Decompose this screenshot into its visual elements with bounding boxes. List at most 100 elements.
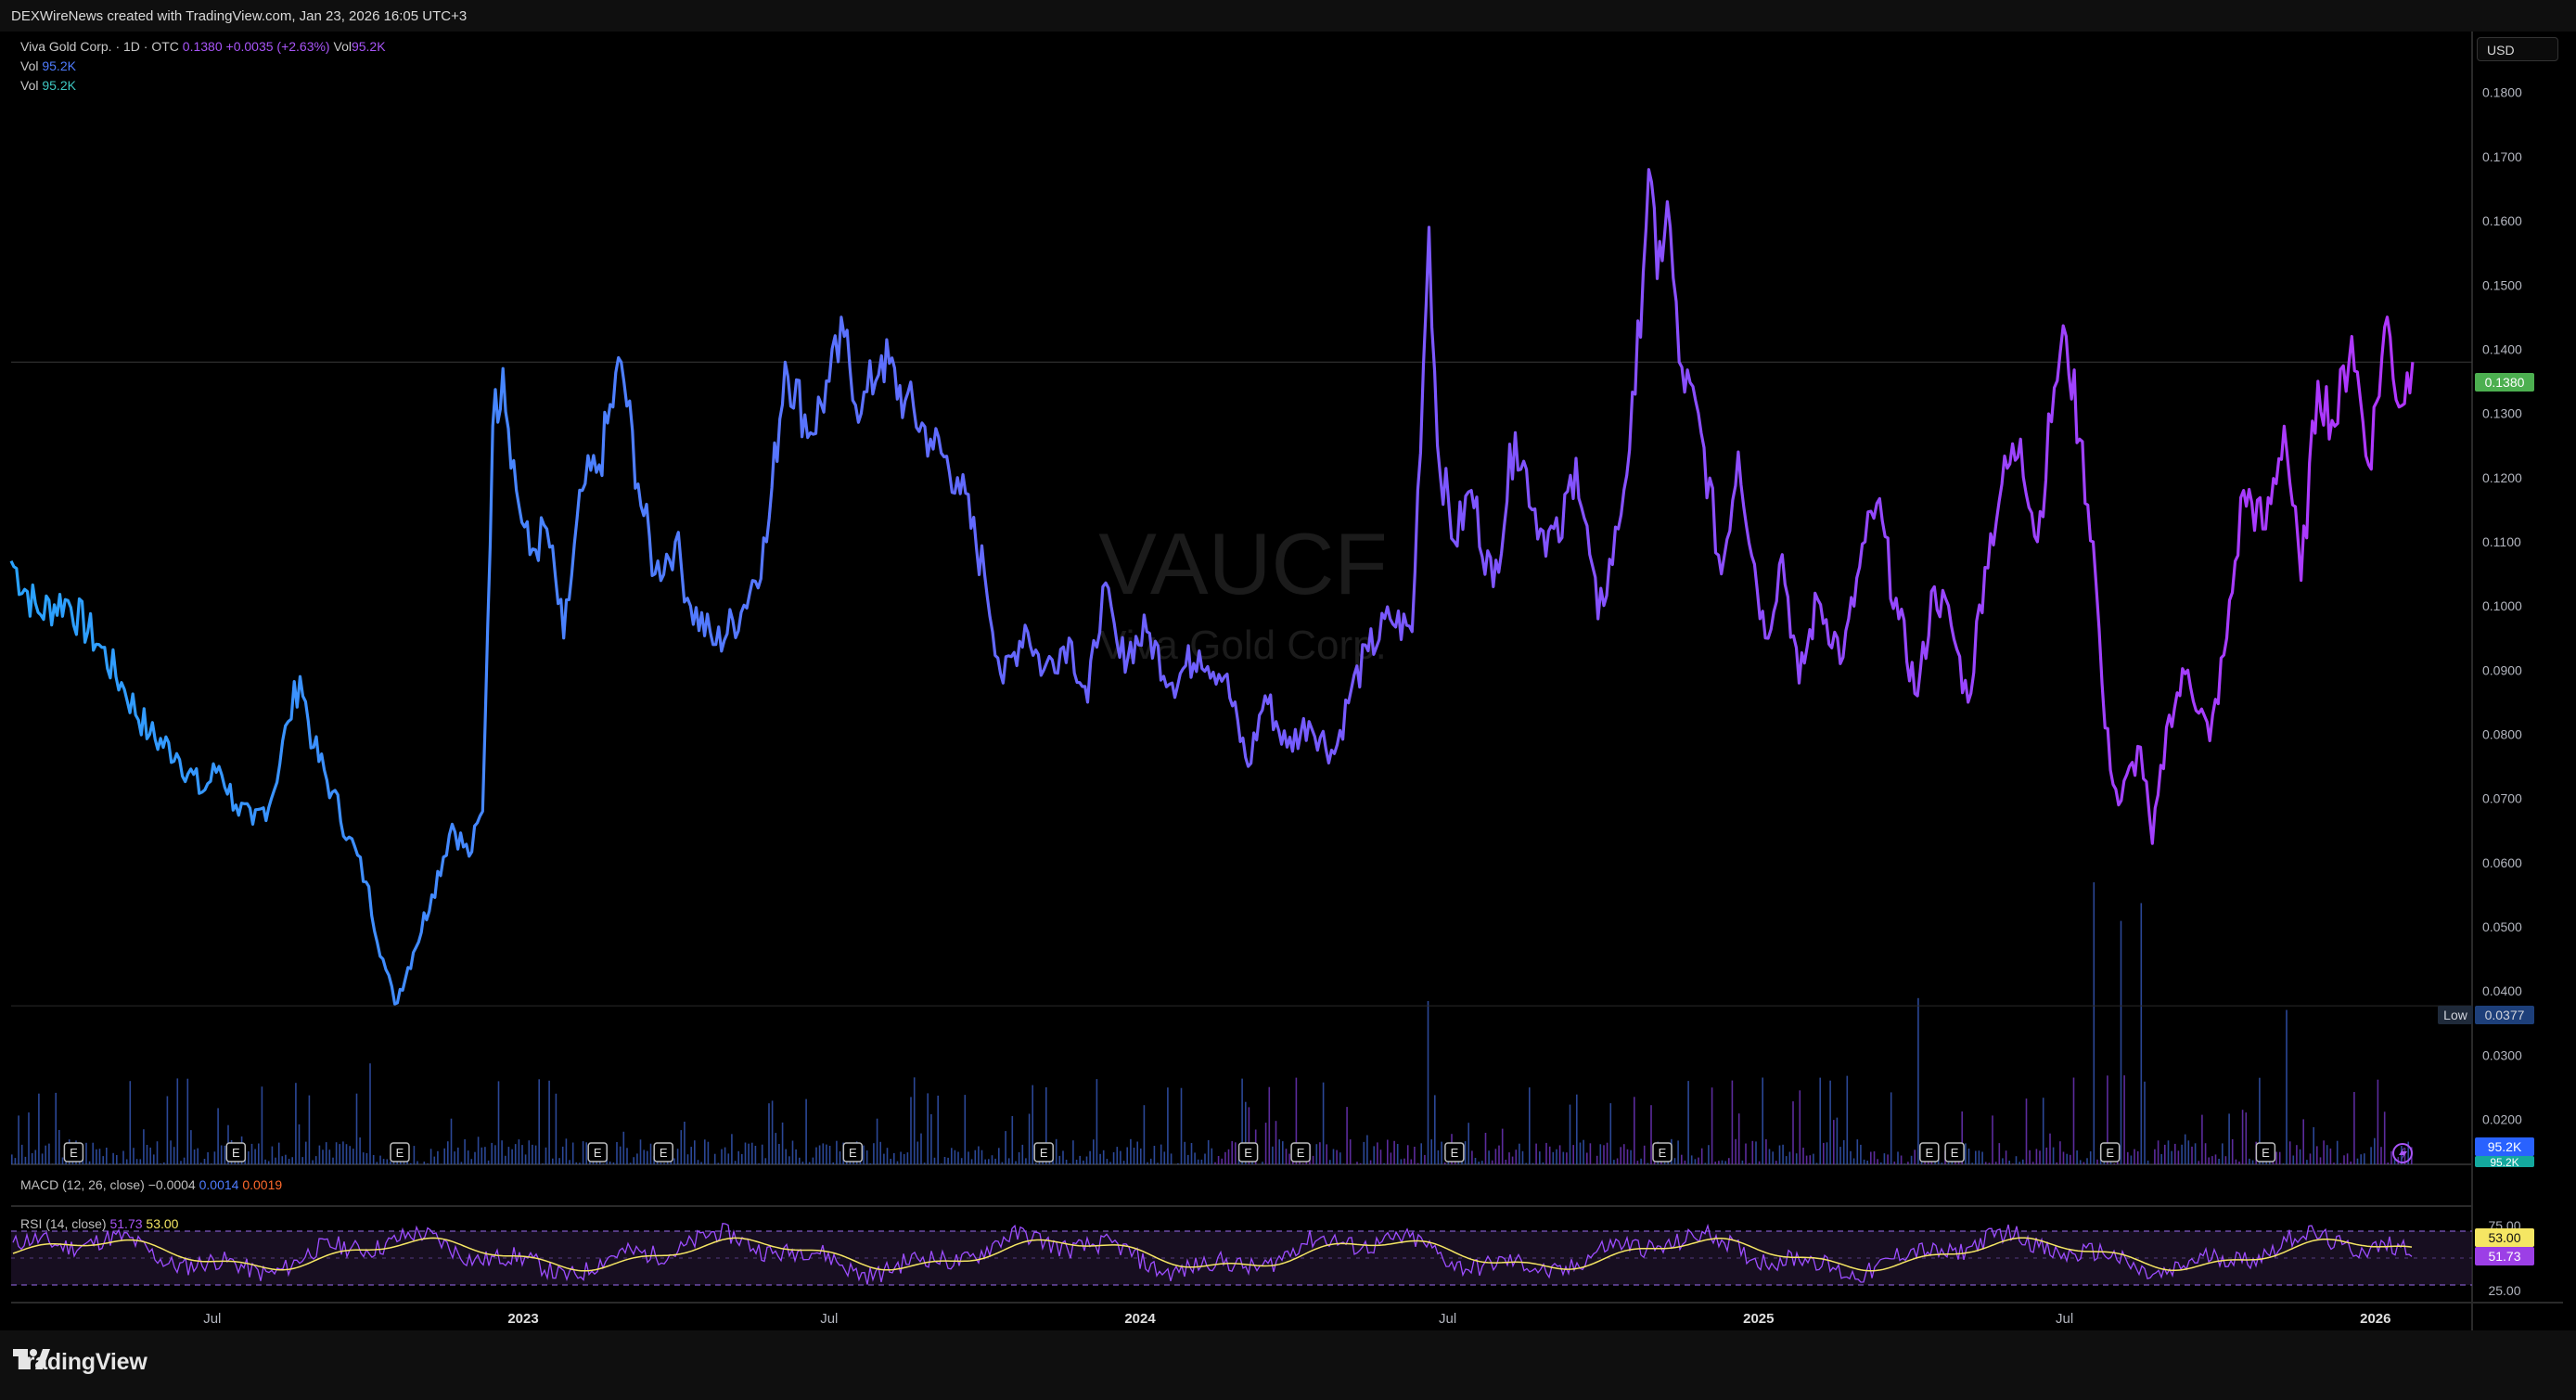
volume-bar (1089, 1150, 1091, 1164)
currency-selector[interactable]: USD (2477, 37, 2558, 61)
volume-bar (1414, 1147, 1416, 1164)
volume-bar (626, 1148, 628, 1164)
volume-bar (1001, 1162, 1004, 1164)
earnings-marker[interactable]: E (1444, 1142, 1465, 1162)
volume-bar (106, 1148, 108, 1164)
volume-bar (518, 1139, 520, 1164)
volume-bar (2292, 1155, 2295, 1164)
earnings-marker[interactable]: E (1237, 1142, 1259, 1162)
volume-bar (771, 1100, 774, 1164)
volume-bar (2259, 1077, 2261, 1164)
price-line[interactable] (9, 168, 2415, 1006)
volume-bar (2204, 1143, 2207, 1164)
rsi-legend[interactable]: RSI (14, close) 51.73 53.00 (20, 1216, 178, 1231)
vol-legend-1[interactable]: Vol 95.2K (20, 58, 76, 73)
volume-bar (481, 1147, 483, 1164)
earnings-marker[interactable]: E (1919, 1142, 1940, 1162)
volume-bar (369, 1063, 371, 1164)
vol-legend-2[interactable]: Vol 95.2K (20, 78, 76, 93)
volume-bar (555, 1093, 557, 1164)
volume-bar (1694, 1159, 1697, 1164)
volume-bar (454, 1151, 455, 1164)
volume-bar (1498, 1145, 1500, 1164)
volume-bar (1815, 1162, 1818, 1164)
earnings-marker[interactable]: E (2099, 1142, 2121, 1162)
lightning-icon[interactable] (2392, 1143, 2413, 1163)
volume-bar (1714, 1162, 1716, 1164)
volume-bar (1813, 1153, 1814, 1164)
volume-bar (507, 1147, 510, 1164)
volume-bar (1329, 1160, 1331, 1164)
earnings-marker-label: E (2262, 1146, 2270, 1160)
volume-bar (2022, 1159, 2024, 1164)
volume-bar (1441, 1141, 1442, 1164)
volume-bar (1424, 1154, 1426, 1164)
earnings-marker[interactable]: E (842, 1142, 864, 1162)
volume-bar (1698, 1157, 1699, 1164)
volume-bar (2326, 1145, 2328, 1164)
earnings-marker[interactable]: E (587, 1142, 608, 1162)
volume-bar (2083, 1162, 2085, 1164)
earnings-marker[interactable]: E (63, 1142, 84, 1162)
volume-bar (2356, 1158, 2359, 1164)
macd-signal: 0.0014 (199, 1177, 239, 1192)
volume-bar (775, 1133, 777, 1164)
earnings-marker[interactable]: E (653, 1142, 673, 1162)
volume-bar (801, 1162, 804, 1164)
volume-bar (2062, 1151, 2065, 1164)
low-label-badge (2438, 1006, 2473, 1024)
volume-bar (386, 1159, 389, 1164)
volume-bar (2249, 1158, 2250, 1164)
earnings-marker[interactable]: E (1944, 1142, 1965, 1162)
volume-bar (808, 1162, 811, 1164)
volume-bar (629, 1162, 632, 1164)
volume-bar (1616, 1158, 1619, 1164)
volume-bar (984, 1159, 986, 1164)
volume-bar (569, 1160, 570, 1164)
rsi-value: 51.73 (109, 1216, 143, 1231)
volume-bar (497, 1081, 500, 1164)
volume-bar (2319, 1157, 2322, 1164)
lightning-glyph (2399, 1147, 2407, 1161)
vol-label: Vol (20, 78, 39, 93)
volume-bar (2336, 1140, 2339, 1164)
volume-bar (1529, 1087, 1531, 1164)
earnings-marker[interactable]: E (390, 1142, 410, 1162)
volume-bar (815, 1147, 817, 1164)
volume-bar (1231, 1140, 1233, 1164)
last-price-badge-text: 0.1380 (2485, 375, 2525, 390)
volume-bar (697, 1160, 699, 1164)
volume-bar (203, 1159, 206, 1164)
symbol-legend[interactable]: Viva Gold Corp. · 1D · OTC 0.1380 +0.003… (20, 39, 386, 54)
volume-bar (1965, 1143, 1967, 1164)
tradingview-logo[interactable]: TradingView (13, 1349, 147, 1376)
volume-bar (2042, 1098, 2044, 1164)
earnings-marker[interactable]: E (1033, 1142, 1054, 1162)
volume-bar (1586, 1152, 1588, 1164)
earnings-marker[interactable]: E (1290, 1142, 1311, 1162)
y-tick-label: 0.1400 (2482, 341, 2522, 356)
last-price-badge (2475, 373, 2534, 392)
volume-bar (264, 1159, 266, 1164)
volume-bar (2231, 1138, 2234, 1164)
volume-bar (1221, 1158, 1223, 1164)
earnings-marker[interactable]: E (2255, 1142, 2276, 1162)
volume-bar (98, 1149, 101, 1164)
macd-legend[interactable]: MACD (12, 26, close) −0.0004 0.0014 0.00… (20, 1177, 282, 1192)
earnings-marker[interactable]: E (225, 1142, 247, 1162)
volume-bar (1728, 1158, 1730, 1164)
volume-bar (447, 1141, 449, 1164)
volume-bar (900, 1151, 902, 1164)
earnings-marker[interactable]: E (1652, 1142, 1672, 1162)
volume-bar (1167, 1087, 1169, 1164)
volume-bar (1491, 1160, 1493, 1164)
volume-bar (1775, 1161, 1777, 1164)
volume-bar (1264, 1123, 1267, 1164)
volume-bar (1998, 1143, 2001, 1164)
volume-bar (1214, 1162, 1216, 1164)
volume-bar (1197, 1159, 1199, 1164)
volume-bar (1075, 1160, 1078, 1164)
volume-bar (1576, 1094, 1578, 1164)
volume-bar (734, 1161, 737, 1164)
